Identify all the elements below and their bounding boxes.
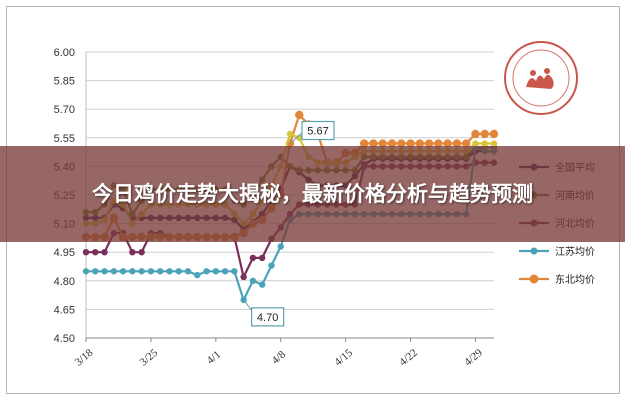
- y-tick-label: 5.70: [54, 104, 75, 116]
- data-point: [277, 243, 284, 250]
- data-point: [92, 249, 99, 256]
- data-point: [129, 268, 136, 275]
- y-tick-label: 5.85: [54, 76, 75, 88]
- data-point: [101, 268, 108, 275]
- data-point: [119, 268, 127, 275]
- callout-label: 5.67: [307, 126, 328, 138]
- legend-item: 东北均价: [519, 273, 595, 286]
- data-point: [92, 268, 99, 275]
- y-tick-label: 4.80: [54, 276, 75, 288]
- data-point: [82, 268, 90, 275]
- data-point: [101, 249, 108, 256]
- data-point: [249, 277, 257, 284]
- legend-label: 东北均价: [555, 273, 595, 286]
- data-point: [249, 254, 257, 262]
- data-point: [240, 273, 247, 281]
- callout: 4.70: [243, 299, 285, 327]
- x-tick-label: 3/18: [73, 347, 96, 369]
- data-point: [461, 139, 471, 148]
- x-axis-ticks: 3/18 3/25 4/1 4/8 4/15 4/22 4/29: [73, 338, 485, 369]
- legend-item: 江苏均价: [519, 245, 595, 258]
- data-point: [434, 139, 443, 148]
- data-point: [489, 129, 499, 139]
- x-tick-label: 4/1: [205, 349, 223, 367]
- logo-seal: [504, 41, 578, 115]
- data-point: [443, 139, 452, 148]
- data-point: [387, 139, 397, 148]
- data-point: [369, 139, 378, 148]
- x-tick-label: 4/22: [397, 347, 420, 369]
- data-point: [378, 139, 387, 148]
- data-point: [258, 254, 266, 262]
- data-point: [359, 139, 369, 148]
- data-point: [231, 268, 238, 275]
- data-point: [138, 268, 145, 275]
- data-point: [129, 249, 136, 256]
- y-tick-label: 4.50: [54, 333, 75, 345]
- y-tick-label: 4.95: [54, 247, 75, 259]
- data-point: [490, 140, 498, 147]
- callout-label: 4.70: [257, 312, 278, 324]
- y-tick-label: 6.00: [54, 47, 75, 59]
- data-point: [82, 249, 90, 256]
- x-tick-label: 3/25: [138, 347, 161, 369]
- data-point: [295, 110, 304, 120]
- data-point: [203, 268, 210, 275]
- data-point: [472, 140, 479, 147]
- data-point: [286, 130, 294, 138]
- data-point: [424, 139, 434, 148]
- data-point: [147, 268, 155, 275]
- title-banner: 今日鸡价走势大揭秘，最新价格分析与趋势预测: [0, 146, 625, 242]
- data-point: [166, 268, 173, 275]
- data-point: [406, 139, 415, 148]
- data-point: [397, 139, 406, 148]
- data-point: [138, 249, 145, 256]
- data-point: [212, 268, 220, 275]
- y-tick-label: 5.55: [54, 133, 75, 145]
- data-point: [184, 268, 192, 275]
- data-point: [110, 268, 118, 275]
- data-point: [156, 268, 164, 275]
- banner-title: 今日鸡价走势大揭秘，最新价格分析与趋势预测: [92, 182, 533, 206]
- x-tick-label: 4/29: [462, 347, 485, 369]
- data-point: [471, 129, 480, 139]
- data-point: [415, 139, 425, 148]
- data-point: [452, 139, 462, 148]
- data-point: [268, 262, 275, 269]
- data-point: [481, 140, 488, 147]
- x-tick-label: 4/15: [332, 347, 355, 369]
- x-tick-label: 4/8: [270, 348, 289, 367]
- callout: 5.67: [289, 120, 335, 144]
- data-point: [194, 271, 201, 279]
- legend-label: 江苏均价: [555, 245, 595, 258]
- data-point: [175, 268, 182, 275]
- data-point: [480, 129, 489, 139]
- data-point: [258, 281, 266, 288]
- y-tick-label: 4.65: [54, 304, 75, 316]
- callouts: 5.67 4.70: [243, 120, 335, 327]
- data-point: [221, 268, 229, 275]
